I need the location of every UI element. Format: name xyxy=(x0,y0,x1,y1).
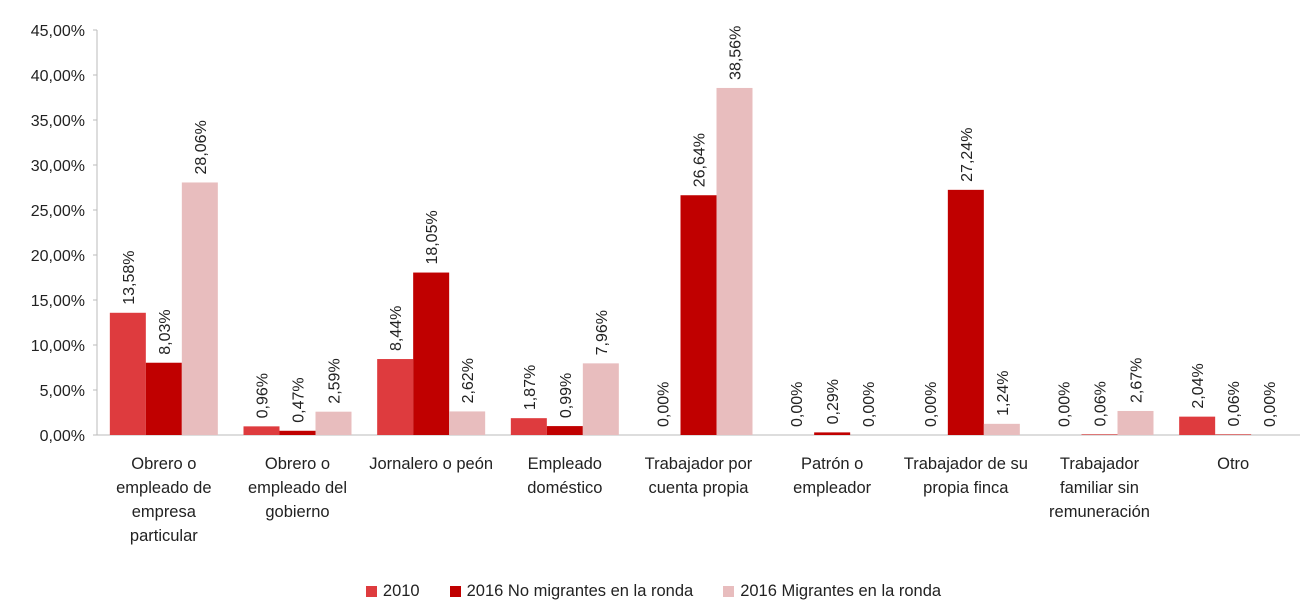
legend-swatch xyxy=(723,586,735,597)
data-label: 1,87% xyxy=(522,365,539,410)
legend-swatch xyxy=(449,586,461,597)
bar xyxy=(1179,416,1216,435)
bar xyxy=(315,411,352,435)
data-label: 26,64% xyxy=(692,133,709,187)
bar xyxy=(109,312,146,435)
legend-item: 2016 Migrantes en la ronda xyxy=(723,582,941,601)
bar xyxy=(947,189,984,435)
data-label: 0,47% xyxy=(291,377,308,422)
x-tick-label: Otro xyxy=(1217,455,1250,473)
data-label: 38,56% xyxy=(728,26,745,80)
data-label: 18,05% xyxy=(424,210,441,264)
x-tick-label: Trabajador de su propia finca xyxy=(903,455,1028,497)
bar xyxy=(145,362,182,435)
data-label: 0,00% xyxy=(1262,382,1279,427)
legend-label: 2016 Migrantes en la ronda xyxy=(740,582,942,600)
data-label: 28,06% xyxy=(193,120,210,174)
bar xyxy=(449,411,486,435)
y-tick-label: 30,00% xyxy=(31,158,85,175)
y-tick-label: 10,00% xyxy=(31,338,85,355)
data-label: 7,96% xyxy=(594,310,611,355)
bar xyxy=(680,195,717,435)
x-tick-label: Trabajador por cuenta propia xyxy=(644,455,753,497)
bar xyxy=(582,363,619,435)
bar xyxy=(983,423,1020,435)
bar xyxy=(546,426,583,435)
legend-label: 2016 No migrantes en la ronda xyxy=(466,582,694,600)
bar xyxy=(1081,434,1118,435)
y-tick-label: 5,00% xyxy=(40,383,85,400)
data-label: 0,29% xyxy=(825,379,842,424)
bar xyxy=(181,182,218,435)
x-tick-label: Obrero o empleado de empresa particular xyxy=(116,455,212,545)
data-label: 2,62% xyxy=(460,358,477,403)
y-tick-label: 40,00% xyxy=(31,68,85,85)
data-label: 0,00% xyxy=(861,382,878,427)
data-label: 1,24% xyxy=(995,370,1012,415)
x-tick-label: Trabajador familiar sin remuneración xyxy=(1049,455,1150,521)
y-tick-label: 15,00% xyxy=(31,293,85,310)
bar xyxy=(1117,410,1154,435)
y-tick-label: 0,00% xyxy=(40,428,85,445)
x-tick-label: Obrero o empleado del gobierno xyxy=(247,455,348,521)
data-label: 0,99% xyxy=(558,373,575,418)
bar xyxy=(377,359,414,435)
x-tick-label: Empleado doméstico xyxy=(527,455,603,497)
bar xyxy=(243,426,280,435)
y-tick-label: 20,00% xyxy=(31,248,85,265)
legend-item: 2016 No migrantes en la ronda xyxy=(449,582,694,601)
data-label: 8,44% xyxy=(388,306,405,351)
x-tick-label: Patrón o empleador xyxy=(793,455,872,497)
data-label: 2,59% xyxy=(327,358,344,403)
data-label: 2,04% xyxy=(1190,363,1207,408)
legend-swatch xyxy=(365,586,377,597)
y-tick-label: 35,00% xyxy=(31,113,85,130)
legend-label: 2010 xyxy=(382,582,420,600)
data-label: 2,67% xyxy=(1129,358,1146,403)
y-tick-label: 25,00% xyxy=(31,203,85,220)
bar xyxy=(716,87,753,436)
data-label: 0,00% xyxy=(923,382,940,427)
y-tick-label: 45,00% xyxy=(31,23,85,40)
bar xyxy=(1215,434,1252,435)
x-tick-label: Jornalero o peón xyxy=(369,455,494,473)
data-label: 0,96% xyxy=(255,373,272,418)
data-label: 0,06% xyxy=(1093,381,1110,426)
data-label: 0,06% xyxy=(1226,381,1243,426)
data-label: 0,00% xyxy=(656,382,673,427)
bar xyxy=(814,432,851,435)
data-label: 8,03% xyxy=(157,309,174,354)
data-label: 0,00% xyxy=(789,382,806,427)
bar xyxy=(510,418,547,435)
bar xyxy=(279,430,316,435)
data-label: 0,00% xyxy=(1057,382,1074,427)
data-label: 13,58% xyxy=(121,251,138,305)
legend-item: 2010 xyxy=(365,582,420,601)
bar xyxy=(413,272,450,435)
legend: 2010 2016 No migrantes en la ronda 2016 Mi… xyxy=(0,582,1307,601)
data-label: 27,24% xyxy=(959,128,976,182)
